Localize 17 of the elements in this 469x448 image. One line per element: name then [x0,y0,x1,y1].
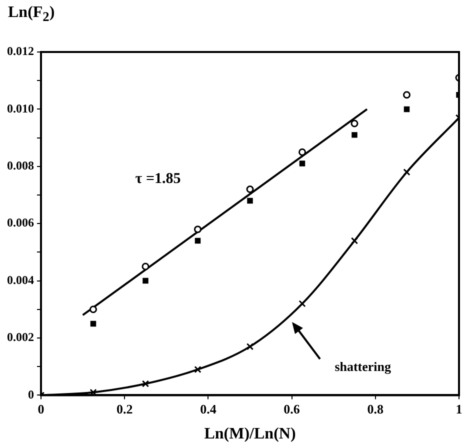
y-axis-title: Ln(F$_{2}$) [8,4,55,26]
x-tick-label: 0.8 [367,401,384,416]
y-tick-label: 0.012 [7,44,34,58]
x-tick-label: 1 [456,401,462,416]
y-tick-label: 0.002 [7,330,34,344]
y-tick-label: 0.004 [7,272,34,287]
annotation: τ =1.85 [135,170,181,187]
x-tick-label: 0.2 [116,401,133,416]
x-axis-title: Ln(M)/Ln(N) [204,426,296,443]
annotation: shattering [334,359,392,374]
x-tick-label: 0.4 [200,401,217,416]
x-tick-label: 0 [38,401,44,416]
x-tick-label: 0.6 [284,401,300,416]
y-tick-label: 0 [28,387,34,402]
y-tick-label: 0.008 [7,158,34,172]
y-tick-label: 0.010 [7,101,34,116]
y-tick-label: 0.006 [7,216,34,230]
